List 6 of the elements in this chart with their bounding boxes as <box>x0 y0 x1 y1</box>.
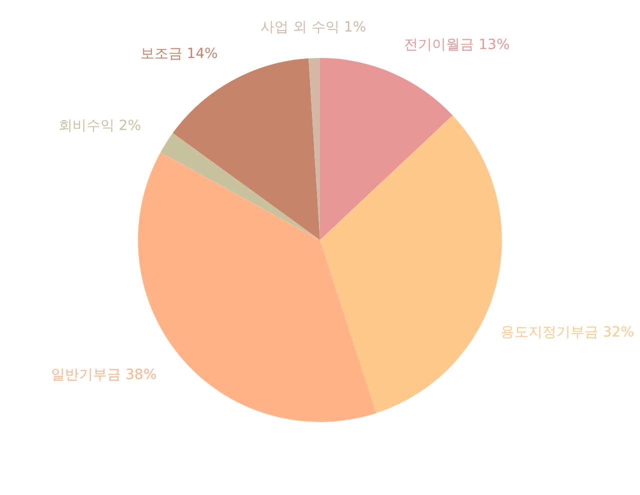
slice-label: 일반기부금 38% <box>51 366 157 383</box>
slice-label: 전기이월금 13% <box>404 37 510 54</box>
slice-label: 용도지정기부금 32% <box>500 324 634 340</box>
slice-label: 회비수익 2% <box>58 118 141 134</box>
slice-label: 보조금 14% <box>140 46 218 62</box>
slice-label: 사업 외 수익 1% <box>260 20 366 36</box>
